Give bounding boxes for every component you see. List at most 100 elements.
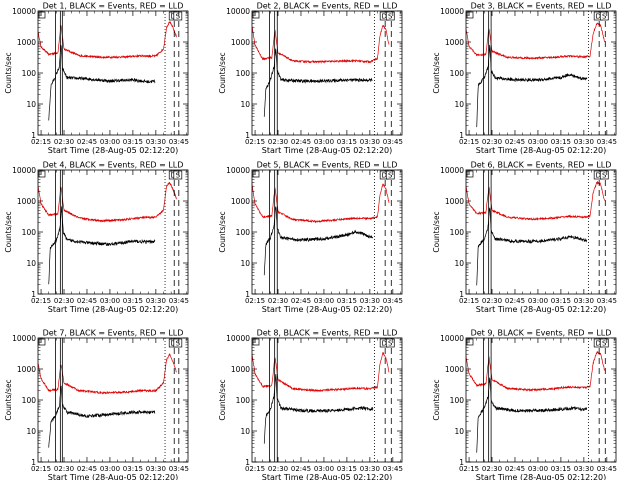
- panel-title: Det 1, BLACK = Events, RED = LLD: [43, 2, 184, 11]
- events-trace: [263, 48, 373, 117]
- x-tick-label: 02:30: [268, 138, 288, 146]
- y-tick-label: 10: [26, 100, 36, 109]
- events-trace: [263, 206, 374, 276]
- panel-det-9: Det 9, BLACK = Events, RED = LLD D S 1 10 100…: [432, 329, 617, 480]
- x-tick-label: 03:30: [360, 297, 380, 305]
- x-axis-label: Start Time (28-Aug-05 02:12:20): [262, 473, 393, 480]
- x-tick-label: 03:00: [100, 465, 120, 473]
- svg-text:S: S: [602, 340, 607, 348]
- x-axis-label: Start Time (28-Aug-05 02:12:20): [48, 473, 179, 480]
- x-tick-label: 02:45: [77, 138, 97, 146]
- y-tick-label: 10: [240, 427, 250, 436]
- x-tick-label: 02:15: [245, 465, 265, 473]
- panel-title: Det 5, BLACK = Events, RED = LLD: [257, 161, 398, 170]
- x-tick-label: 02:45: [505, 297, 525, 305]
- y-tick-label: 100: [22, 228, 37, 237]
- y-tick-label: 1000: [17, 38, 36, 47]
- x-tick-label: 03:45: [597, 138, 617, 146]
- y-tick-label: 1: [31, 290, 36, 299]
- y-axis-label: Counts/sec: [4, 211, 13, 252]
- y-tick-label: 10: [240, 100, 250, 109]
- lld-trace: [38, 181, 177, 223]
- events-trace: [48, 44, 156, 121]
- y-tick-label: 1: [245, 290, 250, 299]
- svg-text:S: S: [602, 172, 607, 180]
- y-tick-label: 10: [26, 427, 36, 436]
- y-tick-label: 1: [31, 131, 36, 140]
- y-tick-label: 1000: [445, 38, 464, 47]
- x-tick-label: 02:30: [482, 465, 502, 473]
- svg-text:D: D: [381, 340, 386, 348]
- marker-box-s: S: [599, 170, 609, 180]
- x-tick-label: 03:15: [551, 138, 571, 146]
- x-tick-label: 03:30: [146, 138, 166, 146]
- x-tick-label: 03:30: [574, 138, 594, 146]
- y-tick-label: 10: [454, 259, 464, 268]
- x-tick-label: 03:30: [146, 297, 166, 305]
- x-tick-label: 03:45: [597, 297, 617, 305]
- x-tick-label: 03:15: [551, 465, 571, 473]
- events-trace: [48, 385, 156, 448]
- y-axis-label: Counts/sec: [4, 52, 13, 93]
- x-tick-label: 03:00: [100, 297, 120, 305]
- x-tick-label: 02:15: [31, 465, 51, 473]
- lld-trace: [252, 183, 390, 224]
- x-tick-label: 02:15: [459, 465, 479, 473]
- y-tick-label: 1: [459, 458, 464, 467]
- panel-title: Det 8, BLACK = Events, RED = LLD: [257, 329, 398, 338]
- panel-det-8: Det 8, BLACK = Events, RED = LLD D S 1 10 100…: [218, 329, 403, 480]
- y-tick-label: 100: [236, 228, 251, 237]
- x-tick-label: 02:45: [77, 465, 97, 473]
- lld-trace: [466, 350, 605, 393]
- marker-box-s: S: [599, 11, 609, 21]
- x-tick-label: 03:30: [146, 465, 166, 473]
- panel-det-3: Det 3, BLACK = Events, RED = LLD D S 1 10 100…: [432, 2, 617, 156]
- x-tick-label: 03:00: [100, 138, 120, 146]
- x-tick-label: 03:45: [169, 297, 189, 305]
- lld-trace: [252, 352, 390, 393]
- corner-marker: [38, 338, 46, 346]
- corner-marker: [466, 170, 474, 178]
- lld-trace: [466, 22, 605, 60]
- marker-box-s: S: [599, 338, 609, 348]
- y-axis-label: Counts/sec: [432, 211, 441, 252]
- x-tick-label: 03:30: [360, 138, 380, 146]
- y-tick-label: 100: [450, 396, 465, 405]
- svg-text:D: D: [595, 172, 600, 180]
- svg-text:D: D: [595, 13, 600, 21]
- y-tick-label: 1000: [445, 365, 464, 374]
- svg-text:S: S: [602, 13, 607, 21]
- y-tick-label: 100: [236, 69, 251, 78]
- y-tick-label: 1000: [17, 365, 36, 374]
- svg-text:S: S: [388, 340, 393, 348]
- corner-marker: [466, 338, 474, 346]
- x-tick-label: 03:45: [169, 465, 189, 473]
- svg-text:D: D: [381, 13, 386, 21]
- x-axis-label: Start Time (28-Aug-05 02:12:20): [476, 146, 607, 155]
- panel-title: Det 7, BLACK = Events, RED = LLD: [43, 329, 184, 338]
- x-tick-label: 03:00: [528, 297, 548, 305]
- lld-trace: [38, 21, 177, 60]
- x-tick-label: 03:15: [123, 138, 143, 146]
- events-trace: [48, 206, 156, 285]
- x-tick-label: 02:45: [505, 138, 525, 146]
- y-tick-label: 10: [454, 100, 464, 109]
- y-tick-label: 100: [450, 228, 465, 237]
- y-tick-label: 10: [454, 427, 464, 436]
- x-tick-label: 02:45: [291, 465, 311, 473]
- panel-title: Det 3, BLACK = Events, RED = LLD: [471, 2, 612, 11]
- corner-marker: [252, 170, 260, 178]
- y-tick-label: 1000: [231, 197, 250, 206]
- svg-text:S: S: [176, 13, 181, 21]
- y-tick-label: 100: [22, 396, 37, 405]
- x-tick-label: 03:15: [551, 297, 571, 305]
- x-tick-label: 03:30: [574, 297, 594, 305]
- x-tick-label: 03:45: [597, 465, 617, 473]
- x-tick-label: 03:00: [314, 465, 334, 473]
- svg-text:S: S: [176, 340, 181, 348]
- y-axis-label: Counts/sec: [4, 379, 13, 420]
- panel-title: Det 4, BLACK = Events, RED = LLD: [43, 161, 184, 170]
- x-tick-label: 03:15: [337, 465, 357, 473]
- svg-text:D: D: [171, 172, 176, 180]
